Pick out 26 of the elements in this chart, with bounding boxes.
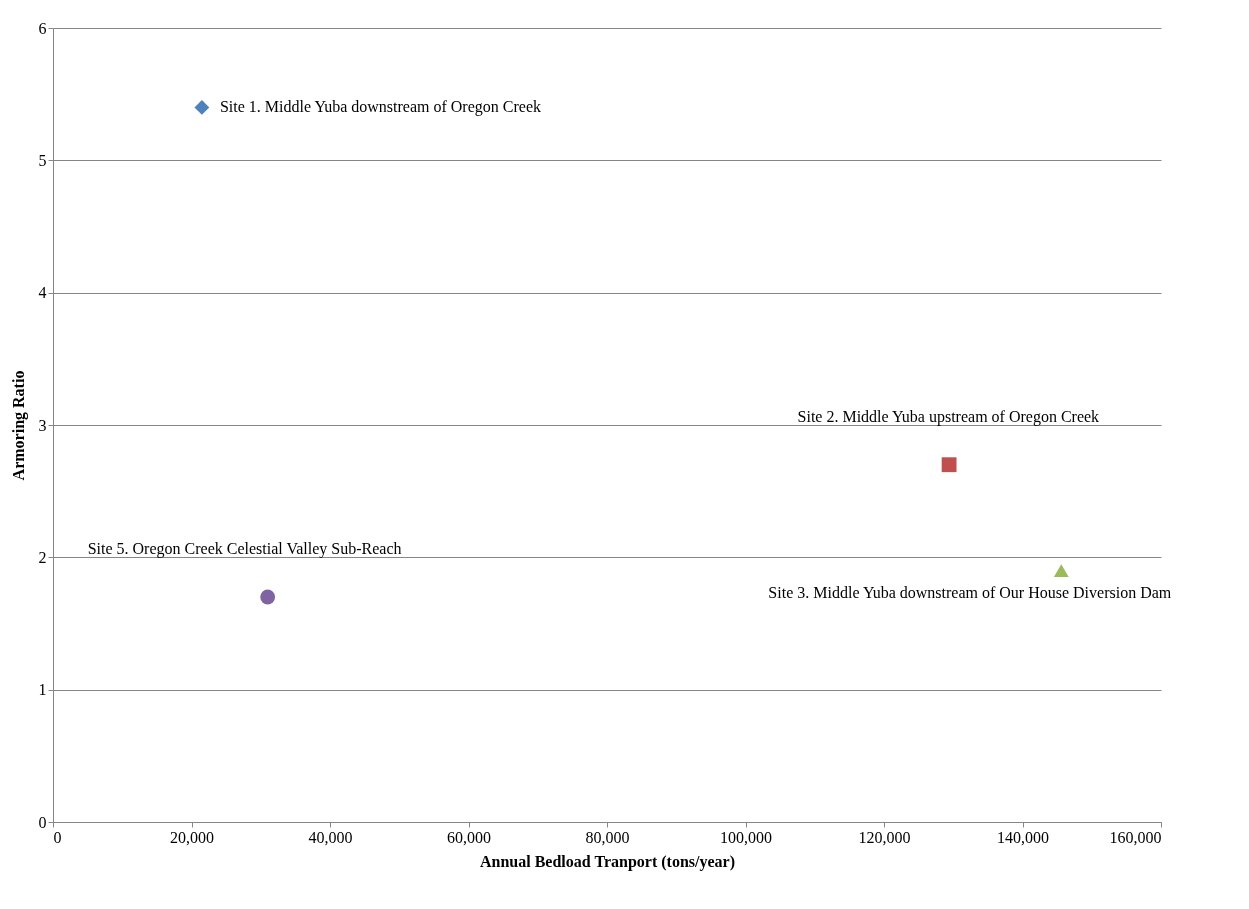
x-tick-label: 80,000: [585, 828, 630, 846]
series-label: Site 1. Middle Yuba downstream of Oregon Creek: [219, 98, 542, 117]
y-tick-label: 5: [38, 151, 47, 169]
y-tick-label: 1: [38, 681, 47, 699]
point: [1053, 564, 1069, 577]
y-tick-label: 2: [38, 548, 47, 566]
x-tick-label: 60,000: [447, 828, 491, 846]
text: Site 2. Middle Yuba upstream of Oregon Creek: [797, 407, 1100, 426]
x-tick-label: 0: [53, 828, 62, 846]
y-axis-title: Armoring Ratio: [9, 370, 28, 481]
x-tick-label: 20,000: [170, 828, 214, 846]
x-tick-label: 120,000: [858, 828, 911, 846]
point: [941, 457, 957, 473]
x-axis-title: Annual Bedload Tranport (tons/year): [480, 852, 735, 871]
x-tick-label: 40,000: [308, 828, 353, 846]
y-tick-label: 0: [38, 813, 47, 831]
y-tick-label: 6: [38, 19, 47, 37]
x-tick-label: 100,000: [720, 828, 772, 846]
point: [260, 589, 276, 605]
y-tick-label: 4: [38, 284, 47, 302]
x-tick-label: 160,000: [1109, 828, 1162, 846]
text: Site 3. Middle Yuba downstream of Our House Diversion Dam: [768, 583, 1172, 601]
text: Site 5. Oregon Creek Celestial Valley Sub-Reach: [87, 540, 402, 559]
x-tick-label: 140,000: [997, 828, 1049, 846]
y-tick-label: 3: [38, 416, 47, 434]
point: [194, 99, 210, 115]
